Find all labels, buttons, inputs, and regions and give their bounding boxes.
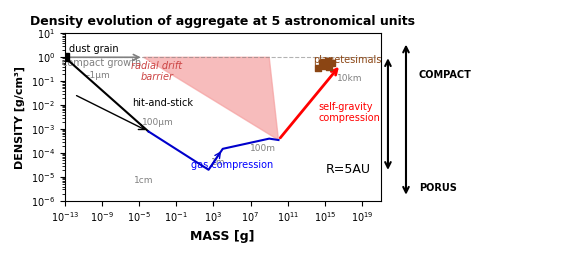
Text: compact growth: compact growth: [62, 59, 141, 68]
Point: [320, 63, 329, 68]
Text: radial drift
barrier: radial drift barrier: [131, 61, 182, 83]
Text: 1m: 1m: [211, 158, 225, 167]
X-axis label: MASS [g]: MASS [g]: [190, 230, 255, 243]
Point: [317, 61, 327, 66]
Text: 100m: 100m: [250, 143, 276, 152]
Text: self-gravity
compression: self-gravity compression: [319, 102, 380, 123]
Text: planetesimals: planetesimals: [313, 55, 381, 64]
Text: dust grain: dust grain: [69, 44, 119, 54]
Text: PORUS: PORUS: [418, 182, 457, 192]
Text: hit-and-stick: hit-and-stick: [133, 98, 194, 108]
Text: 1cm: 1cm: [134, 176, 153, 185]
Text: 100μm: 100μm: [142, 118, 174, 127]
Point: [320, 60, 329, 64]
Text: R=5AU: R=5AU: [325, 163, 370, 176]
Y-axis label: DENSITY [g/cm³]: DENSITY [g/cm³]: [15, 66, 25, 169]
Point: [314, 66, 323, 70]
Text: −1μm: −1μm: [82, 71, 109, 80]
Polygon shape: [144, 57, 279, 140]
Title: Density evolution of aggregate at 5 astronomical units: Density evolution of aggregate at 5 astr…: [30, 15, 415, 28]
Text: 10km: 10km: [337, 74, 363, 83]
Point: [328, 61, 337, 66]
Text: COMPACT: COMPACT: [418, 70, 471, 80]
Text: gas compression: gas compression: [191, 160, 273, 170]
Point: [323, 59, 332, 63]
Point: [325, 65, 334, 69]
